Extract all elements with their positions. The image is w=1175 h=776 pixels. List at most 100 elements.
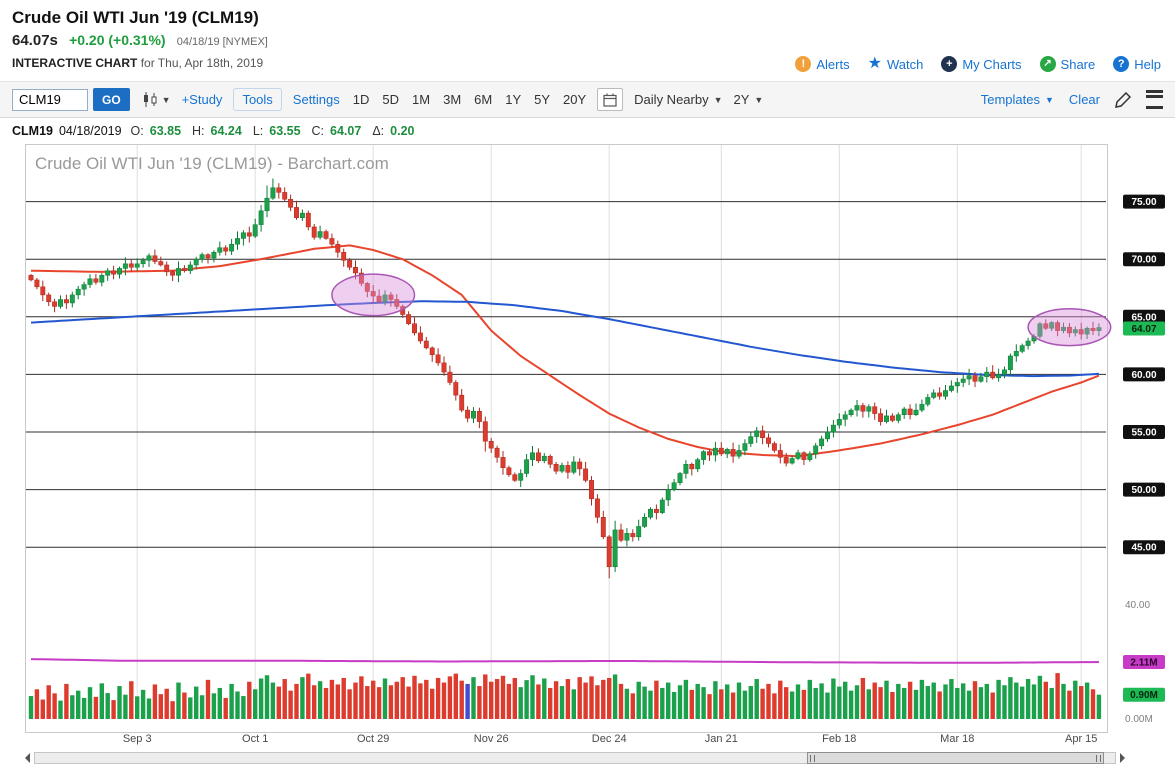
chart-toolbar: GO ▼ +Study Tools Settings 1D 5D 1M 3M 6…	[0, 81, 1175, 118]
scrollbar-thumb[interactable]	[807, 752, 1105, 764]
symbol-input[interactable]	[12, 88, 88, 111]
svg-text:Feb 18: Feb 18	[822, 733, 856, 745]
thumb-grip-left[interactable]	[810, 754, 816, 762]
freq-3m-button[interactable]: 3M	[443, 92, 462, 107]
svg-text:Dec 24: Dec 24	[592, 733, 627, 745]
svg-text:64.07: 64.07	[1131, 324, 1156, 335]
svg-text:Sep 3: Sep 3	[123, 733, 152, 745]
svg-text:70.00: 70.00	[1131, 255, 1156, 266]
svg-text:45.00: 45.00	[1131, 543, 1156, 554]
clear-button[interactable]: Clear	[1068, 92, 1100, 107]
interactive-chart-date: for Thu, Apr 18th, 2019	[140, 56, 264, 70]
svg-text:Oct 1: Oct 1	[242, 733, 268, 745]
chart-region: Crude Oil WTI Jun '19 (CLM19) - Barchart…	[25, 144, 1175, 764]
quote-date: 04/18/2019	[58, 124, 122, 138]
freq-20y-button[interactable]: 20Y	[563, 92, 587, 107]
watch-link[interactable]: ★ Watch	[868, 56, 924, 72]
low-label: L:	[252, 124, 264, 138]
freq-1m-button[interactable]: 1M	[412, 92, 431, 107]
templates-label: Templates	[980, 92, 1040, 107]
share-icon: ↗	[1039, 56, 1056, 72]
high-label: H:	[192, 124, 205, 138]
toolbar-right-group: Templates ▼ Clear	[981, 90, 1163, 109]
settings-button[interactable]: Settings	[292, 92, 340, 107]
svg-text:Oct 29: Oct 29	[357, 733, 389, 745]
scroll-right-arrow[interactable]	[1120, 753, 1125, 763]
svg-text:2.11M: 2.11M	[1130, 658, 1157, 669]
help-link[interactable]: ? Help	[1113, 56, 1161, 72]
my-charts-icon: +	[941, 56, 958, 72]
range-dropdown[interactable]: 2Y ▼	[734, 92, 764, 107]
open-value: 63.85	[149, 124, 182, 138]
header-quick-links: ! Alerts ★ Watch + My Charts ↗ Share ? H…	[795, 56, 1161, 72]
quote-symbol: CLM19	[12, 124, 53, 138]
candlestick-icon	[143, 92, 157, 107]
close-value: 64.07	[330, 124, 362, 138]
svg-text:Crude Oil WTI Jun '19 (CLM19): Crude Oil WTI Jun '19 (CLM19) - Barchart…	[35, 154, 389, 173]
freq-1y-button[interactable]: 1Y	[505, 92, 522, 107]
chevron-down-icon: ▼	[161, 94, 171, 105]
star-icon: ★	[867, 55, 882, 72]
thumb-grip-right[interactable]	[1096, 754, 1102, 762]
svg-text:Nov 26: Nov 26	[474, 733, 509, 745]
svg-text:50.00: 50.00	[1131, 485, 1156, 496]
last-price: 64.07s	[12, 32, 58, 49]
svg-text:40.00: 40.00	[1125, 600, 1150, 611]
price-change: +0.20 (+0.31%)	[69, 32, 166, 48]
quote-date-exchange: 04/18/19 [NYMEX]	[176, 36, 268, 48]
freq-5d-button[interactable]: 5D	[382, 92, 400, 107]
price-chart-canvas[interactable]: Crude Oil WTI Jun '19 (CLM19) - Barchart…	[25, 144, 1175, 748]
svg-text:Jan 21: Jan 21	[705, 733, 738, 745]
ohlc-bar: CLM19 04/18/2019 O: 63.85 H: 64.24 L: 63…	[0, 118, 1175, 144]
scrollbar-track[interactable]	[34, 752, 1116, 764]
annotate-button[interactable]	[1115, 91, 1131, 108]
range-dropdown-value: 2Y	[733, 92, 750, 107]
help-label: Help	[1134, 56, 1161, 72]
freq-6m-button[interactable]: 6M	[474, 92, 493, 107]
go-button[interactable]: GO	[93, 88, 130, 111]
chevron-down-icon: ▼	[754, 94, 764, 105]
scroll-left-arrow[interactable]	[25, 753, 30, 763]
open-label: O:	[130, 124, 144, 138]
calendar-icon	[603, 93, 617, 107]
quote-header: Crude Oil WTI Jun '19 (CLM19) 64.07s +0.…	[0, 0, 1175, 81]
share-label: Share	[1060, 56, 1096, 72]
watch-label: Watch	[886, 56, 924, 72]
my-charts-link[interactable]: + My Charts	[941, 56, 1022, 72]
menu-button hamburger-icon[interactable]	[1146, 90, 1163, 109]
svg-text:75.00: 75.00	[1131, 197, 1156, 208]
svg-text:Mar 18: Mar 18	[940, 733, 974, 745]
frequency-dropdown[interactable]: Daily Nearby ▼	[634, 92, 722, 107]
interactive-chart-label: INTERACTIVE CHART	[12, 56, 138, 70]
svg-text:0.00M: 0.00M	[1125, 714, 1153, 725]
change-value: 0.20	[390, 124, 415, 138]
alert-icon: !	[795, 56, 812, 72]
interactive-chart-line: INTERACTIVE CHART for Thu, Apr 18th, 201…	[12, 56, 1163, 71]
chevron-down-icon: ▼	[713, 94, 723, 105]
calendar-button[interactable]	[597, 88, 624, 111]
page-title: Crude Oil WTI Jun '19 (CLM19)	[12, 8, 259, 27]
add-study-button[interactable]: +Study	[181, 92, 223, 107]
change-label: Δ:	[372, 124, 385, 138]
pencil-icon	[1115, 91, 1131, 108]
svg-text:Apr 15: Apr 15	[1065, 733, 1097, 745]
svg-text:60.00: 60.00	[1131, 370, 1156, 381]
svg-text:65.00: 65.00	[1131, 312, 1156, 323]
share-link[interactable]: ↗ Share	[1039, 56, 1096, 72]
price-line: 64.07s +0.20 (+0.31%) 04/18/19 [NYMEX]	[12, 31, 1163, 52]
alerts-link[interactable]: ! Alerts	[795, 56, 850, 72]
alerts-label: Alerts	[816, 56, 850, 72]
templates-dropdown[interactable]: Templates ▼	[981, 92, 1054, 107]
freq-5y-button[interactable]: 5Y	[534, 92, 551, 107]
low-value: 63.55	[269, 124, 301, 138]
high-value: 64.24	[210, 124, 242, 138]
tools-button[interactable]: Tools	[233, 88, 282, 111]
svg-text:0.90M: 0.90M	[1130, 690, 1158, 701]
chevron-down-icon: ▼	[1045, 94, 1054, 105]
chart-type-button[interactable]: ▼	[141, 91, 171, 108]
my-charts-label: My Charts	[962, 56, 1022, 72]
close-label: C:	[311, 124, 325, 138]
freq-1d-button[interactable]: 1D	[352, 92, 370, 107]
svg-text:55.00: 55.00	[1131, 428, 1156, 439]
